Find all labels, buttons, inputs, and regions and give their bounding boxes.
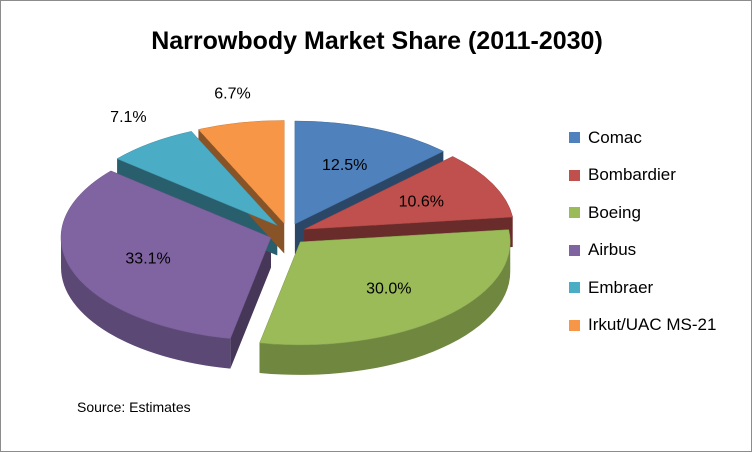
source-note: Source: Estimates xyxy=(77,399,191,415)
legend-item-embraer: Embraer xyxy=(569,269,716,307)
legend-label-boeing: Boeing xyxy=(588,202,641,222)
legend-swatch-airbus xyxy=(569,244,580,256)
legend-label-bombardier: Bombardier xyxy=(588,165,676,185)
slice-outer-wall xyxy=(259,241,511,375)
slice-wall xyxy=(230,237,272,369)
legend-swatch-irkut xyxy=(569,319,580,331)
legend-label-embraer: Embraer xyxy=(588,277,654,297)
legend: Comac Bombardier Boeing Airbus Embraer I… xyxy=(569,119,716,344)
legend-label-comac: Comac xyxy=(588,127,642,147)
slice-tops xyxy=(60,120,514,346)
legend-swatch-bombardier xyxy=(569,169,580,181)
data-labels: 12.5% 10.6% 30.0% 33.1% 7.1% 6.7% xyxy=(110,86,444,298)
slice-irkut-uac-ms-21 xyxy=(197,120,285,225)
data-label-irkut-uac-ms-21: 6.7% xyxy=(214,86,250,103)
chart-title: Narrowbody Market Share (2011-2030) xyxy=(151,27,603,55)
legend-item-irkut: Irkut/UAC MS-21 xyxy=(569,307,716,345)
legend-label-irkut: Irkut/UAC MS-21 xyxy=(588,315,717,335)
data-label-boeing: 30.0% xyxy=(366,281,411,298)
legend-label-airbus: Airbus xyxy=(588,240,637,260)
data-label-airbus: 33.1% xyxy=(125,251,170,268)
data-label-bombardier: 10.6% xyxy=(399,193,444,210)
slice-comac xyxy=(294,120,444,225)
legend-swatch-comac xyxy=(569,132,580,144)
data-label-embraer: 7.1% xyxy=(110,109,146,126)
legend-swatch-boeing xyxy=(569,207,580,219)
legend-item-bombardier: Bombardier xyxy=(569,157,716,195)
legend-swatch-embraer xyxy=(569,282,580,294)
legend-item-boeing: Boeing xyxy=(569,194,716,232)
slice-bombardier xyxy=(304,156,514,230)
slice-boeing xyxy=(259,229,511,346)
slice-embraer xyxy=(116,131,278,226)
data-label-comac: 12.5% xyxy=(322,157,367,174)
legend-item-airbus: Airbus xyxy=(569,232,716,270)
slice-outer-wall xyxy=(61,237,231,369)
legend-item-comac: Comac xyxy=(569,119,716,157)
slice-airbus xyxy=(60,170,272,339)
